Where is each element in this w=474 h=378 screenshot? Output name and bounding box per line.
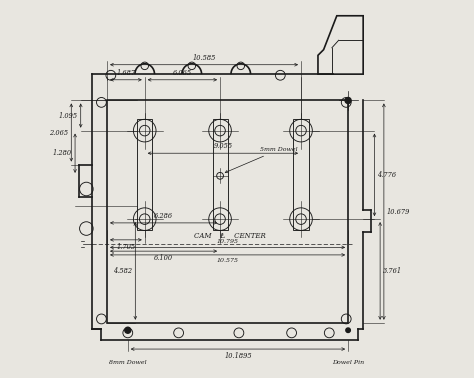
Text: 3.761: 3.761 <box>383 267 402 275</box>
Text: 1.687: 1.687 <box>116 69 136 77</box>
Bar <box>293 119 309 231</box>
Text: 8mm Dowel: 8mm Dowel <box>109 360 146 366</box>
Text: 1.280: 1.280 <box>53 149 72 157</box>
Text: 6.100: 6.100 <box>154 254 173 262</box>
Circle shape <box>345 98 351 104</box>
Bar <box>212 119 228 231</box>
Text: 4.582: 4.582 <box>113 267 132 275</box>
Text: 10.1895: 10.1895 <box>224 352 252 360</box>
Bar <box>107 101 348 323</box>
Text: 6.065: 6.065 <box>173 69 192 77</box>
Text: 10.575: 10.575 <box>217 258 238 263</box>
Text: 10.795: 10.795 <box>217 239 238 244</box>
Text: 9.055: 9.055 <box>213 142 232 150</box>
Text: 6.286: 6.286 <box>154 212 173 220</box>
Text: 1.705: 1.705 <box>116 243 136 251</box>
Text: Dowel Pin: Dowel Pin <box>332 360 364 366</box>
Text: 2.065: 2.065 <box>49 129 68 136</box>
Bar <box>137 119 152 231</box>
Text: 1.095: 1.095 <box>59 112 78 119</box>
Text: CAM    Ⱡ    CENTER: CAM Ⱡ CENTER <box>193 232 265 240</box>
Text: 10.679: 10.679 <box>387 208 410 215</box>
Circle shape <box>125 327 131 333</box>
Circle shape <box>346 328 350 333</box>
Text: 5mm Dowel: 5mm Dowel <box>225 147 297 173</box>
Text: 4.776: 4.776 <box>377 171 397 179</box>
Text: 10.585: 10.585 <box>192 54 216 62</box>
